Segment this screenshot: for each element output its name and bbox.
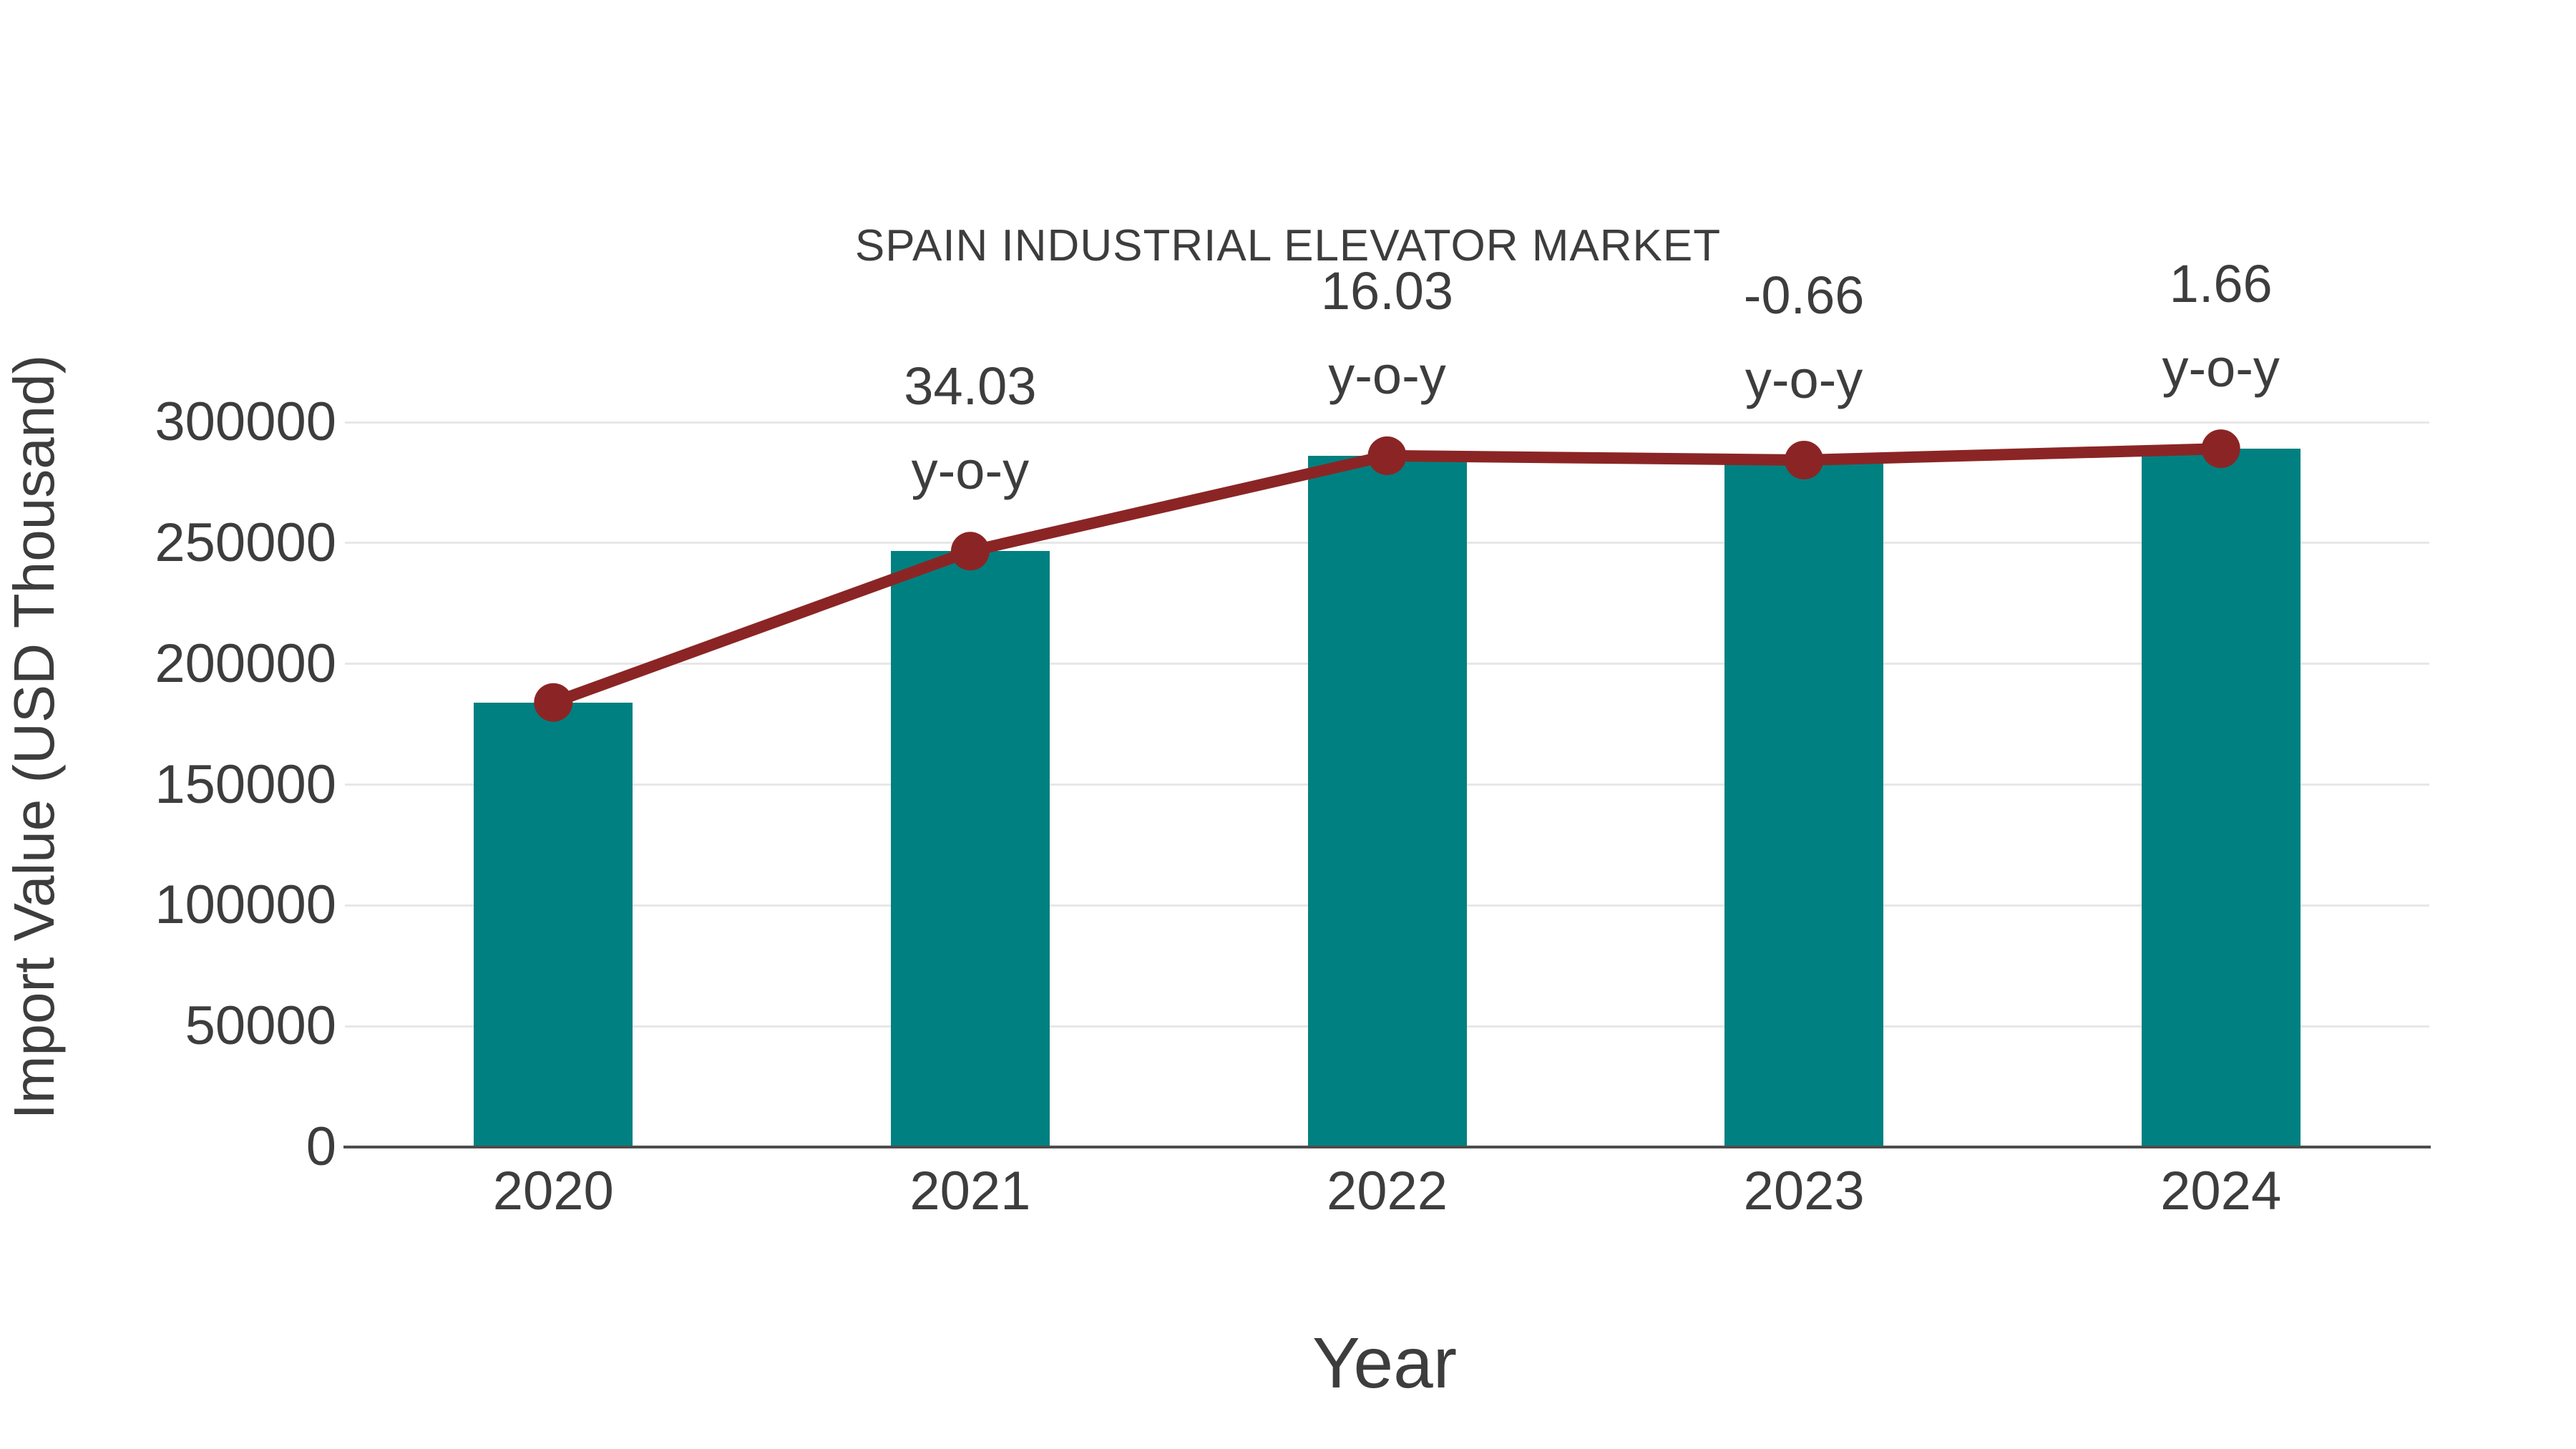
annotation-2024: 1.66 y-o-y — [2006, 242, 2436, 411]
y-tick-label: 150000 — [155, 753, 336, 815]
gridline — [345, 421, 2429, 424]
annotation-2022: 16.03 y-o-y — [1173, 249, 1602, 418]
x-axis-label: Year — [1312, 1323, 1458, 1403]
annotation-value: 16.03 — [1320, 260, 1454, 321]
data-point-dot — [1785, 441, 1824, 479]
annotation-value: 1.66 — [2169, 254, 2273, 314]
annotation-value: -0.66 — [1743, 265, 1865, 325]
bar-2023 — [1724, 460, 1884, 1147]
x-tick-label: 2020 — [492, 1161, 614, 1221]
bar-2024 — [2141, 449, 2301, 1147]
x-tick-label: 2024 — [2160, 1161, 2282, 1221]
annotation-2023: -0.66 y-o-y — [1589, 253, 2019, 422]
y-tick-label: 200000 — [155, 633, 336, 694]
data-point-dot — [534, 683, 573, 722]
annotation-2021: 34.03 y-o-y — [756, 344, 1185, 513]
bar-2021 — [890, 551, 1050, 1147]
annotation-suffix: y-o-y — [1745, 350, 1863, 409]
data-point-dot — [2201, 429, 2240, 469]
y-tick-label: 100000 — [155, 874, 336, 936]
chart-title: SPAIN INDUSTRIAL ELEVATOR MARKET — [854, 221, 1722, 270]
annotation-suffix: y-o-y — [2162, 338, 2280, 399]
y-tick-label: 300000 — [155, 391, 336, 452]
x-axis-line — [343, 1146, 2431, 1148]
x-tick-label: 2021 — [909, 1161, 1031, 1221]
annotation-suffix: y-o-y — [1328, 345, 1446, 405]
y-tick-label: 0 — [306, 1116, 336, 1177]
data-point-dot — [950, 532, 990, 571]
x-tick-label: 2022 — [1326, 1161, 1448, 1221]
annotation-value: 34.03 — [904, 356, 1037, 416]
y-tick-label: 250000 — [155, 512, 336, 573]
bar-2020 — [474, 702, 633, 1147]
annotation-suffix: y-o-y — [911, 441, 1030, 501]
y-tick-label: 50000 — [185, 995, 336, 1057]
x-tick-label: 2023 — [1743, 1161, 1865, 1221]
bar-2022 — [1307, 455, 1467, 1147]
data-point-dot — [1367, 436, 1407, 475]
